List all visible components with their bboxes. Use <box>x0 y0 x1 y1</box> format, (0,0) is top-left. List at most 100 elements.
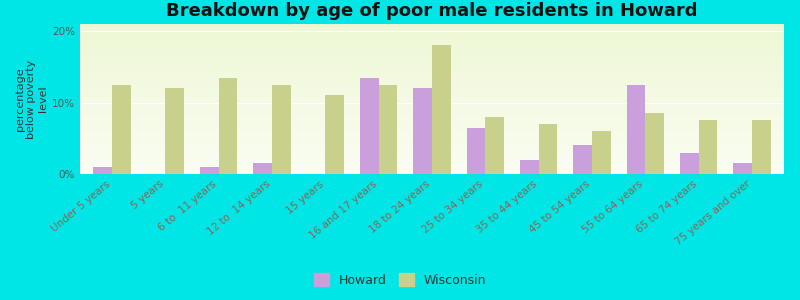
Bar <box>80 30 784 31</box>
Bar <box>80 138 784 140</box>
Bar <box>80 90 784 92</box>
Bar <box>80 165 784 166</box>
Bar <box>80 148 784 150</box>
Bar <box>80 140 784 141</box>
Bar <box>626 85 646 174</box>
Bar <box>80 136 784 138</box>
Bar <box>80 68 784 69</box>
Bar <box>414 88 432 174</box>
Bar <box>80 82 784 84</box>
Bar <box>80 99 784 100</box>
Bar <box>80 88 784 90</box>
Bar <box>80 24 784 26</box>
Bar <box>80 108 784 110</box>
Bar <box>80 128 784 129</box>
Bar <box>80 110 784 111</box>
Bar <box>80 58 784 60</box>
Bar <box>80 124 784 126</box>
Bar <box>80 162 784 164</box>
Bar <box>80 105 784 106</box>
Bar <box>80 168 784 170</box>
Bar <box>80 26 784 27</box>
Bar <box>80 103 784 105</box>
Bar <box>80 96 784 98</box>
Bar <box>80 159 784 160</box>
Bar <box>80 156 784 158</box>
Bar <box>80 33 784 34</box>
Bar <box>486 117 504 174</box>
Bar <box>432 45 450 174</box>
Bar <box>80 87 784 88</box>
Bar <box>80 111 784 112</box>
Bar <box>80 28 784 30</box>
Bar <box>80 134 784 135</box>
Bar <box>254 163 272 174</box>
Bar <box>80 117 784 118</box>
Bar <box>680 153 698 174</box>
Bar <box>80 52 784 54</box>
Y-axis label: percentage
below poverty
level: percentage below poverty level <box>14 59 48 139</box>
Bar <box>80 93 784 94</box>
Bar <box>80 126 784 128</box>
Bar <box>80 102 784 104</box>
Bar <box>80 129 784 130</box>
Bar <box>80 100 784 102</box>
Bar <box>646 113 664 174</box>
Bar <box>520 160 538 174</box>
Bar <box>466 128 486 174</box>
Bar <box>80 72 784 74</box>
Bar <box>80 141 784 142</box>
Bar <box>80 46 784 48</box>
Bar <box>80 56 784 57</box>
Bar <box>80 118 784 120</box>
Bar <box>80 167 784 168</box>
Bar <box>80 160 784 162</box>
Bar <box>80 27 784 28</box>
Bar <box>80 150 784 152</box>
Bar <box>80 36 784 38</box>
Bar <box>80 123 784 124</box>
Bar <box>80 61 784 63</box>
Bar <box>80 34 784 36</box>
Bar <box>80 81 784 82</box>
Bar <box>80 54 784 56</box>
Bar <box>360 78 378 174</box>
Bar <box>80 164 784 165</box>
Bar <box>80 152 784 153</box>
Bar <box>698 120 718 174</box>
Bar <box>80 122 784 123</box>
Bar <box>734 163 752 174</box>
Bar <box>80 50 784 51</box>
Bar <box>200 167 218 174</box>
Bar <box>80 142 784 144</box>
Bar <box>752 120 770 174</box>
Bar <box>80 144 784 146</box>
Bar <box>80 64 784 66</box>
Bar <box>166 88 184 174</box>
Bar <box>80 132 784 134</box>
Bar <box>80 92 784 93</box>
Bar <box>80 106 784 108</box>
Bar <box>80 153 784 154</box>
Bar <box>80 158 784 159</box>
Bar <box>80 60 784 61</box>
Bar <box>80 63 784 64</box>
Bar <box>80 147 784 148</box>
Bar <box>80 130 784 132</box>
Bar <box>80 116 784 117</box>
Bar <box>378 85 398 174</box>
Bar <box>112 85 130 174</box>
Bar <box>80 114 784 116</box>
Legend: Howard, Wisconsin: Howard, Wisconsin <box>310 270 490 291</box>
Bar <box>592 131 610 174</box>
Bar <box>80 48 784 50</box>
Bar <box>80 146 784 147</box>
Bar <box>80 57 784 58</box>
Bar <box>80 40 784 42</box>
Bar <box>80 120 784 122</box>
Bar <box>326 95 344 174</box>
Bar <box>218 78 238 174</box>
Bar <box>80 172 784 174</box>
Bar <box>80 169 784 171</box>
Bar <box>80 44 784 45</box>
